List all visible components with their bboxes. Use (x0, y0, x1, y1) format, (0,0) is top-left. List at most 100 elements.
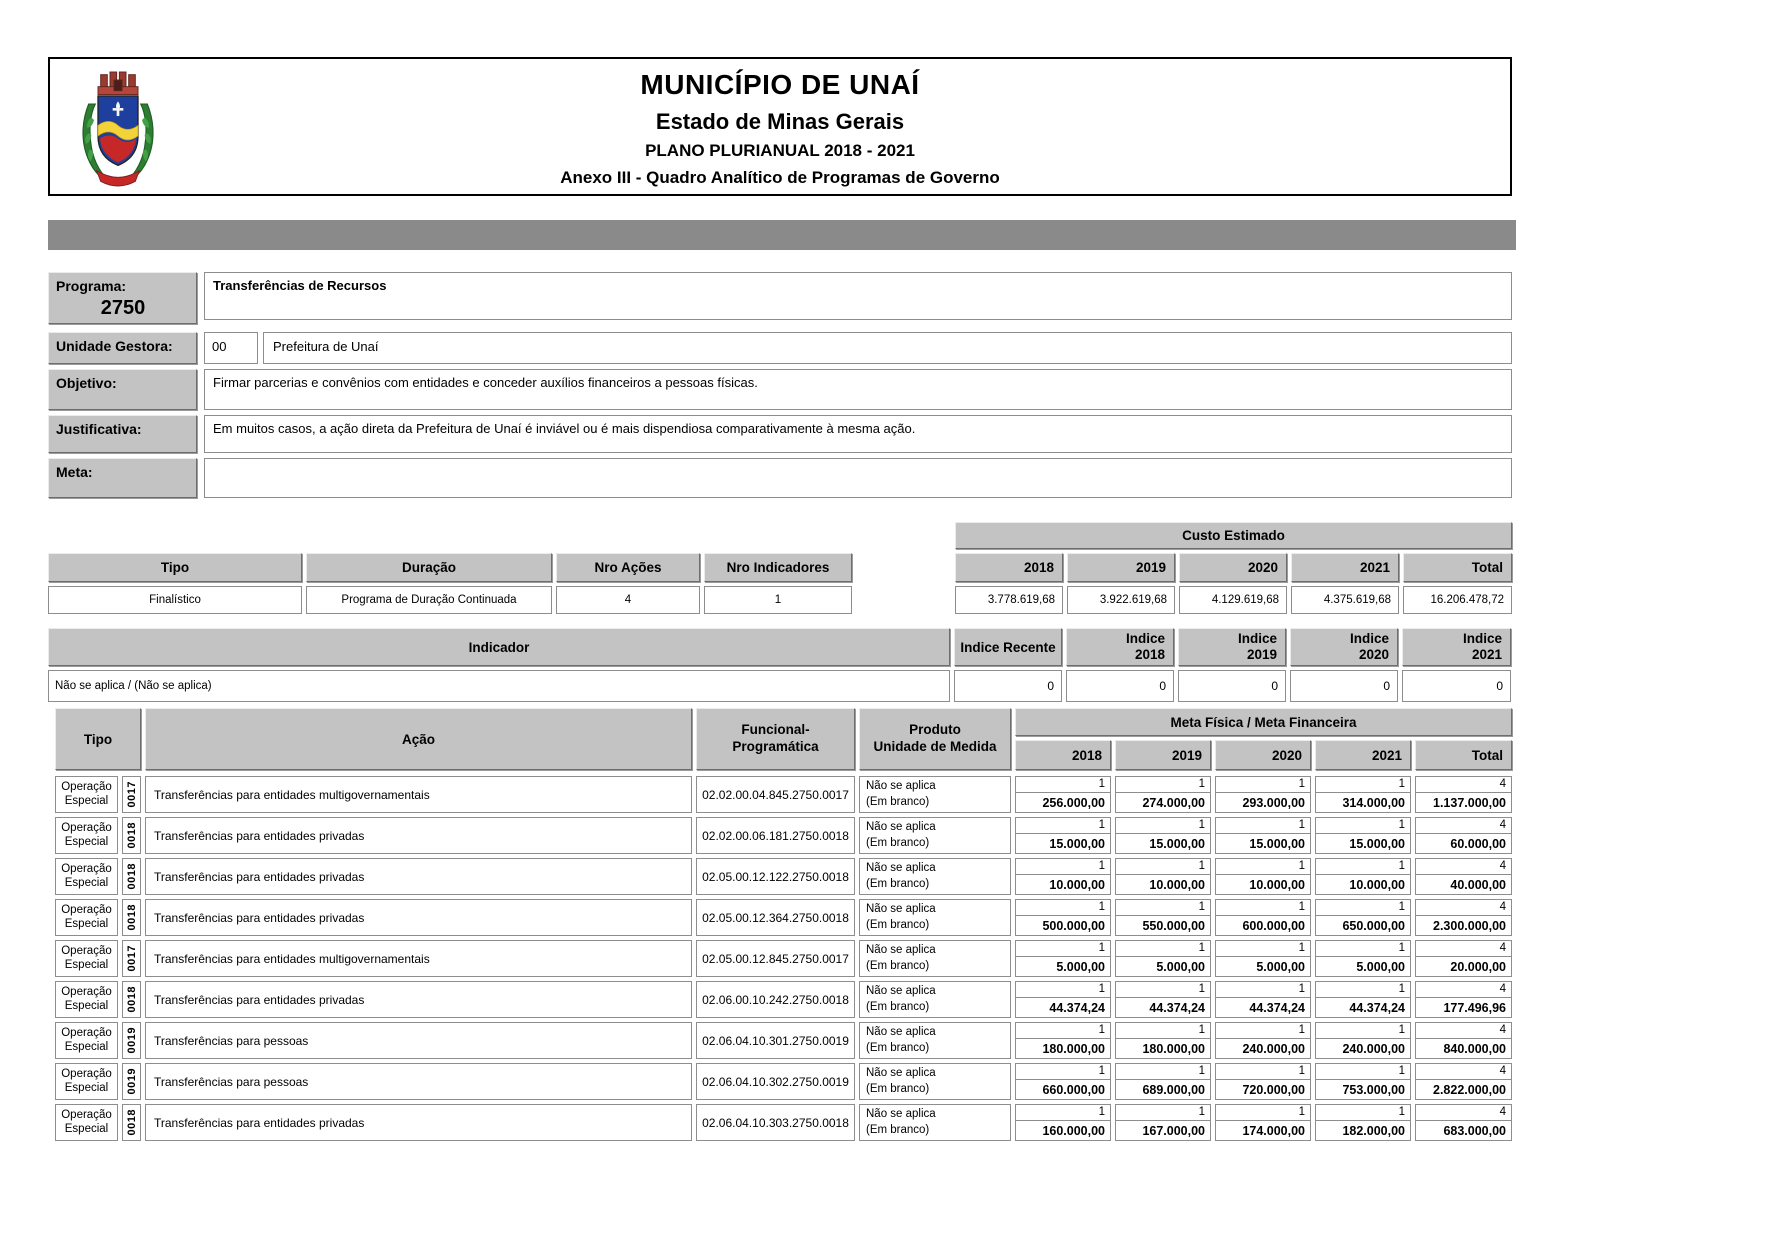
acao-produto: Não se aplica (Em branco) (859, 981, 1011, 1018)
acao-nome: Transferências para pessoas (145, 1022, 692, 1059)
meta-financeira: 180.000,00 (1042, 1041, 1105, 1056)
acao-codigo: 0017 (122, 776, 141, 813)
col-total: Total (1403, 553, 1512, 582)
meta-fisica: 1 (1116, 941, 1210, 957)
acao-produto: Não se aplica (Em branco) (859, 1022, 1011, 1059)
meta-fisica: 1 (1216, 777, 1310, 793)
acao-tipo: Operação Especial (55, 817, 118, 854)
produto-line: (Em branco) (866, 877, 930, 890)
produto-line: (Em branco) (866, 1041, 930, 1054)
produto-line: Não se aplica (866, 862, 936, 874)
meta-fisica: 1 (1316, 1064, 1410, 1080)
acao-row: Operação Especial 0017 Transferências pa… (55, 940, 1512, 977)
meta-financeira: 689.000,00 (1142, 1082, 1205, 1097)
col-duracao: Duração (306, 553, 552, 582)
meta-2019-cell: 1 274.000,00 (1115, 776, 1211, 813)
custo-nro-acoes: 4 (556, 586, 700, 614)
produto-line: (Em branco) (866, 836, 930, 849)
meta-2020-cell: 1 15.000,00 (1215, 817, 1311, 854)
meta-financeira: 600.000,00 (1242, 918, 1305, 933)
meta-2019-cell: 1 550.000,00 (1115, 899, 1211, 936)
indice-2019: 0 (1178, 670, 1286, 702)
col-2021: 2021 (1291, 553, 1399, 582)
custo-estimado-value-row: Finalístico Programa de Duração Continua… (48, 586, 1512, 614)
produto-line: (Em branco) (866, 1000, 930, 1013)
col-meta-fisica-financeira: Meta Física / Meta Financeira (1015, 708, 1512, 736)
produto-line: (Em branco) (866, 1082, 930, 1095)
meta-total-cell: 4 840.000,00 (1415, 1022, 1512, 1059)
meta-financeira: 683.000,00 (1443, 1123, 1506, 1138)
page-title: MUNICÍPIO DE UNAÍ (640, 69, 920, 100)
objetivo-text: Firmar parcerias e convênios com entidad… (204, 369, 1512, 410)
meta-fisica: 1 (1116, 1105, 1210, 1121)
acao-codigo: 0017 (122, 940, 141, 977)
custo-2018: 3.778.619,68 (955, 586, 1063, 614)
acao-tipo: Operação Especial (55, 899, 118, 936)
meta-financeira: 256.000,00 (1042, 795, 1105, 810)
meta-2018-cell: 1 660.000,00 (1015, 1063, 1111, 1100)
produto-line: Não se aplica (866, 903, 936, 915)
acao-codigo: 0018 (122, 817, 141, 854)
meta-total-cell: 4 177.496,96 (1415, 981, 1512, 1018)
custo-total: 16.206.478,72 (1403, 586, 1512, 614)
meta-financeira: 15.000,00 (1249, 836, 1305, 851)
meta-fisica: 1 (1116, 982, 1210, 998)
meta-fisica: 4 (1416, 818, 1511, 834)
meta-2020-cell: 1 600.000,00 (1215, 899, 1311, 936)
acao-funcional: 02.06.04.10.301.2750.0019 (696, 1022, 855, 1059)
col-meta-2020: 2020 (1215, 740, 1311, 770)
meta-fisica: 1 (1016, 818, 1110, 834)
custo-2019: 3.922.619,68 (1067, 586, 1175, 614)
meta-fisica: 1 (1116, 818, 1210, 834)
meta-fisica: 1 (1216, 859, 1310, 875)
meta-fisica: 4 (1416, 1105, 1511, 1121)
meta-total-cell: 4 40.000,00 (1415, 858, 1512, 895)
meta-2018-cell: 1 15.000,00 (1015, 817, 1111, 854)
meta-financeira: 10.000,00 (1149, 877, 1205, 892)
meta-2018-cell: 1 44.374,24 (1015, 981, 1111, 1018)
meta-financeira: 180.000,00 (1142, 1041, 1205, 1056)
meta-fisica: 1 (1016, 1023, 1110, 1039)
meta-text (204, 458, 1512, 498)
acao-produto: Não se aplica (Em branco) (859, 817, 1011, 854)
col-nro-acoes: Nro Ações (556, 553, 700, 582)
meta-financeira: 20.000,00 (1450, 959, 1506, 974)
meta-financeira: 167.000,00 (1142, 1123, 1205, 1138)
meta-fisica: 4 (1416, 1064, 1511, 1080)
acao-funcional: 02.02.00.04.845.2750.0017 (696, 776, 855, 813)
meta-fisica: 1 (1316, 1023, 1410, 1039)
produto-line: Não se aplica (866, 944, 936, 956)
acao-codigo: 0019 (122, 1063, 141, 1100)
meta-2021-cell: 1 10.000,00 (1315, 858, 1411, 895)
indicador-header-row: Indicador Indice Recente Indice 2018 Ind… (48, 628, 1512, 666)
acao-produto: Não se aplica (Em branco) (859, 858, 1011, 895)
col-meta-2021: 2021 (1315, 740, 1411, 770)
meta-fisica: 1 (1216, 982, 1310, 998)
col-meta-2018: 2018 (1015, 740, 1111, 770)
meta-financeira: 5.000,00 (1256, 959, 1305, 974)
meta-financeira: 840.000,00 (1443, 1041, 1506, 1056)
meta-fisica: 1 (1216, 1023, 1310, 1039)
meta-financeira: 40.000,00 (1450, 877, 1506, 892)
acao-tipo: Operação Especial (55, 1022, 118, 1059)
acao-funcional: 02.06.00.10.242.2750.0018 (696, 981, 855, 1018)
meta-total-cell: 4 2.822.000,00 (1415, 1063, 1512, 1100)
meta-2021-cell: 1 240.000,00 (1315, 1022, 1411, 1059)
acao-produto: Não se aplica (Em branco) (859, 776, 1011, 813)
meta-fisica: 4 (1416, 777, 1511, 793)
meta-fisica: 1 (1216, 1064, 1310, 1080)
page-subtitle: Estado de Minas Gerais (655, 109, 905, 134)
acao-funcional: 02.05.00.12.845.2750.0017 (696, 940, 855, 977)
acao-funcional: 02.05.00.12.122.2750.0018 (696, 858, 855, 895)
meta-2021-cell: 1 44.374,24 (1315, 981, 1411, 1018)
programa-label: Programa: (56, 278, 127, 294)
acao-row: Operação Especial 0018 Transferências pa… (55, 899, 1512, 936)
indicador-value-row: Não se aplica / (Não se aplica) 0 0 0 0 … (48, 670, 1512, 702)
meta-fisica: 1 (1116, 900, 1210, 916)
meta-financeira: 293.000,00 (1242, 795, 1305, 810)
acao-tipo: Operação Especial (55, 776, 118, 813)
annex-title: Anexo III - Quadro Analítico de Programa… (560, 168, 1000, 187)
spacer (856, 553, 951, 582)
meta-fisica: 1 (1316, 941, 1410, 957)
meta-fisica: 1 (1016, 777, 1110, 793)
